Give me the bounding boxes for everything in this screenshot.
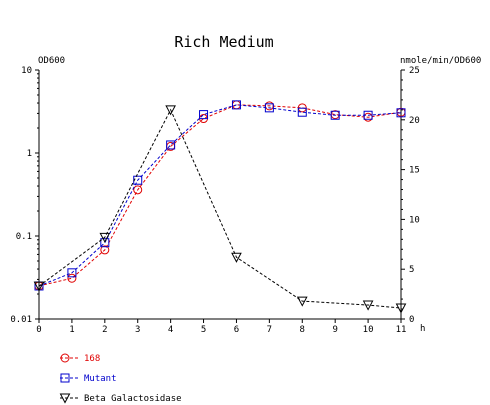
data-point xyxy=(231,252,242,263)
legend-marker xyxy=(60,373,70,383)
data-point xyxy=(67,268,77,278)
data-point xyxy=(199,110,209,120)
data-point xyxy=(133,185,143,195)
x-tick-label: 6 xyxy=(234,325,239,335)
legend-label: Beta Galactosidase xyxy=(84,394,182,404)
data-point xyxy=(165,105,176,116)
legend-label: 168 xyxy=(84,354,100,364)
data-point xyxy=(67,273,77,283)
axes: 0 1 2 3 4 5 6 7 8 9 10 11 0.01 0.1 1 10 0 5 10 15 20 25 xyxy=(10,66,420,335)
right-tick-label: 5 xyxy=(409,265,414,275)
x-tick-label: 8 xyxy=(300,325,305,335)
right-axis-label: nmole/min/OD600 xyxy=(400,56,481,66)
data-point xyxy=(99,232,111,243)
left-tick-label: 10 xyxy=(21,66,32,76)
legend-item: Beta Galactosidase xyxy=(59,393,182,404)
data-point xyxy=(100,245,110,255)
data-point xyxy=(362,300,374,311)
x-tick-label: 1 xyxy=(69,325,74,335)
x-tick-label: 10 xyxy=(363,325,374,335)
data-point xyxy=(296,296,308,307)
x-tick-label: 3 xyxy=(135,325,140,335)
x-tick-label: 7 xyxy=(267,325,272,335)
series-line xyxy=(38,104,402,287)
right-tick-label: 15 xyxy=(409,166,420,176)
data-point xyxy=(396,108,406,118)
right-tick-label: 0 xyxy=(409,315,414,325)
right-tick-label: 10 xyxy=(409,215,420,225)
x-tick-label: 5 xyxy=(201,325,206,335)
x-tick-label: 9 xyxy=(332,325,337,335)
series-2 xyxy=(33,105,407,314)
x-axis-label: h xyxy=(420,324,425,334)
left-axis-label: OD600 xyxy=(38,56,65,66)
data-point xyxy=(330,110,340,120)
x-tick-label: 11 xyxy=(396,325,407,335)
data-point xyxy=(264,103,274,113)
legend-item: 168 xyxy=(60,353,100,364)
x-tick-label: 2 xyxy=(102,325,107,335)
data-point xyxy=(100,238,110,248)
chart-title: Rich Medium xyxy=(174,33,273,51)
x-tick-label: 0 xyxy=(36,325,41,335)
x-tick-label: 4 xyxy=(168,325,173,335)
legend-marker xyxy=(59,393,71,404)
left-tick-label: 0.1 xyxy=(16,232,32,242)
data-point xyxy=(166,140,176,150)
data-point xyxy=(297,107,307,117)
series-line xyxy=(38,108,402,309)
left-tick-label: 1 xyxy=(27,149,32,159)
legend-item: Mutant xyxy=(60,373,117,384)
left-tick-label: 0.01 xyxy=(10,315,32,325)
legend-label: Mutant xyxy=(84,374,117,384)
data-point xyxy=(133,175,143,185)
series-line xyxy=(38,104,402,287)
right-tick-label: 25 xyxy=(409,66,420,76)
right-tick-label: 20 xyxy=(409,116,420,126)
data-point xyxy=(363,110,373,120)
legend: 168 Mutant Beta Galactosidase xyxy=(59,353,182,404)
data-point xyxy=(395,303,407,314)
series-layer xyxy=(33,100,407,314)
data-point xyxy=(33,281,45,292)
legend-marker xyxy=(60,353,70,363)
series-0 xyxy=(34,100,406,291)
series-1 xyxy=(34,100,406,291)
data-point xyxy=(231,100,241,110)
